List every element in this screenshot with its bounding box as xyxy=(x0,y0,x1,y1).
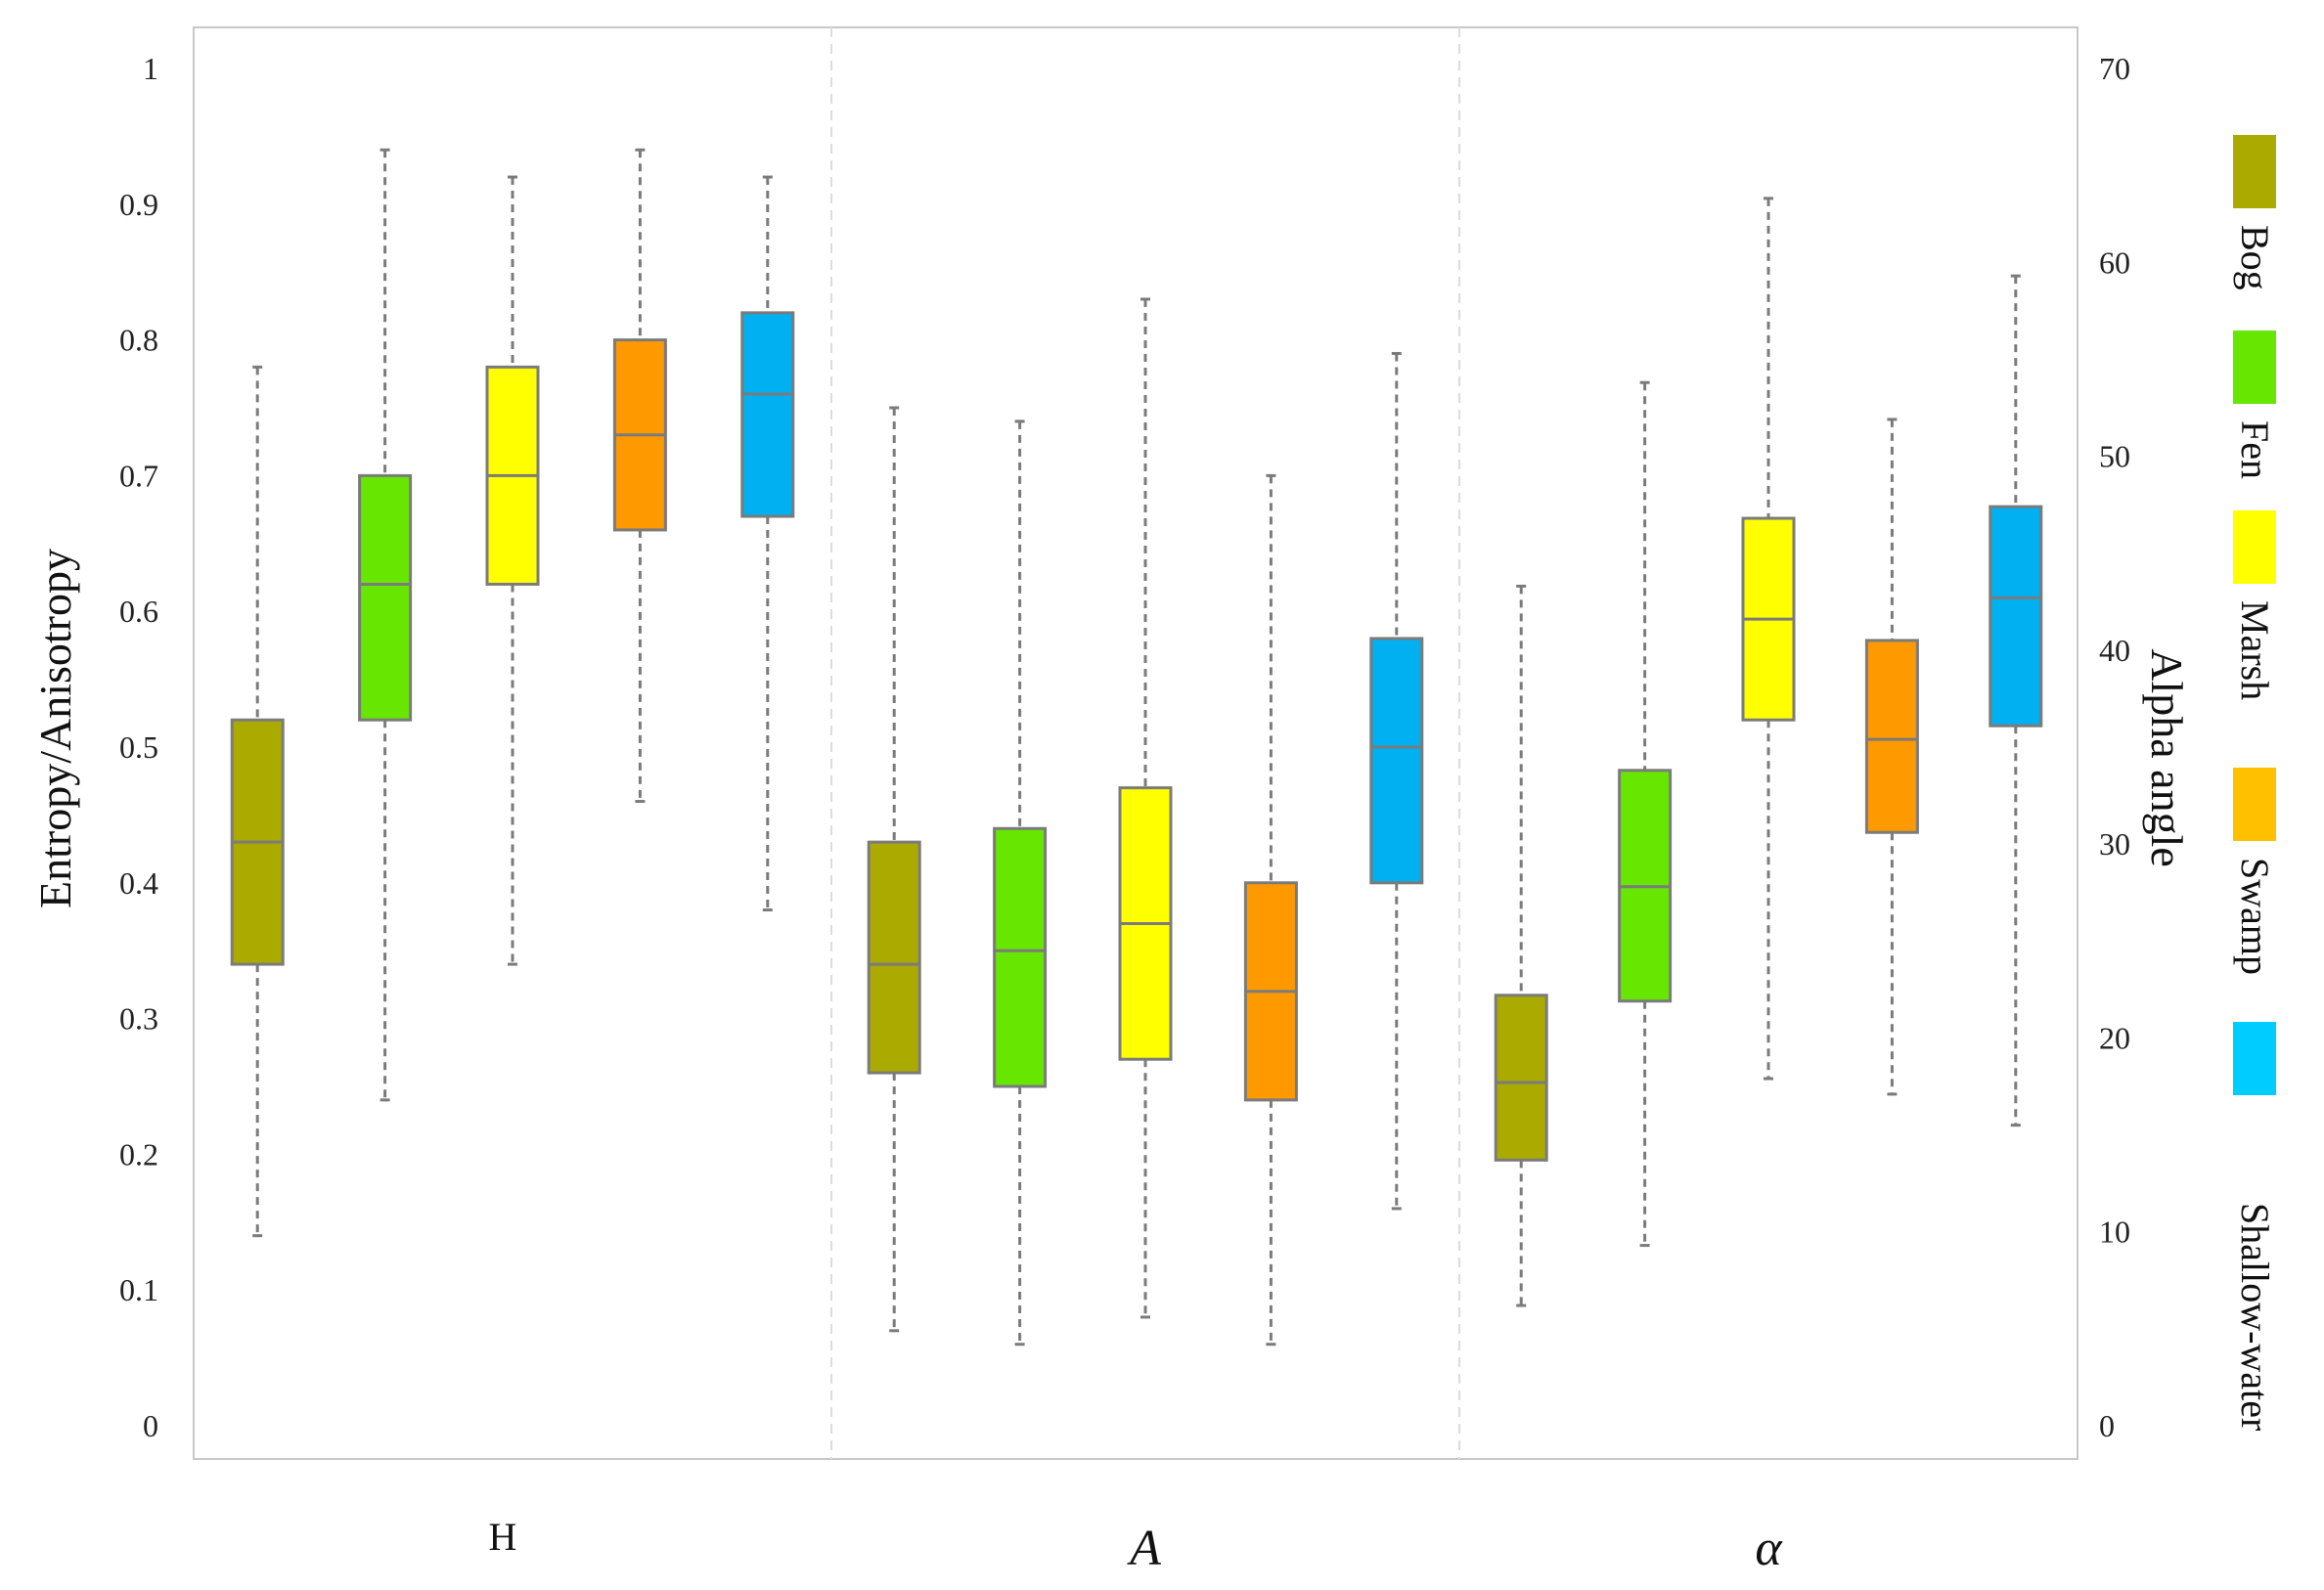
left-tick-label: 0.5 xyxy=(119,729,158,765)
box-iqr xyxy=(358,473,413,722)
box-bog xyxy=(1494,584,1548,1307)
right-tick-label: 60 xyxy=(2099,244,2130,280)
left-tick-label: 0.2 xyxy=(119,1136,158,1171)
legend-swatch xyxy=(2233,135,2276,208)
legend-swatch xyxy=(2233,331,2276,404)
box-shallow-water xyxy=(1989,274,2043,1127)
group-label: A xyxy=(1127,1521,1161,1576)
box-shallow-water xyxy=(740,175,795,912)
plot-area-border xyxy=(193,26,2078,1460)
left-tick-label: 0.6 xyxy=(119,594,158,629)
legend-label: Bog xyxy=(2233,225,2277,290)
right-tick-label: 30 xyxy=(2099,826,2130,861)
box-marsh xyxy=(485,175,540,966)
right-tick-label: 50 xyxy=(2099,439,2130,474)
left-tick-label: 0.7 xyxy=(119,458,158,493)
left-axis-title: Entropy/Anisotropy xyxy=(30,549,80,908)
box-marsh xyxy=(1118,297,1173,1319)
legend-item-marsh: Marsh xyxy=(2233,510,2277,700)
box-bog xyxy=(230,365,285,1238)
box-swamp xyxy=(1243,473,1298,1347)
legend-item-shallow-water: Shallow-water xyxy=(2233,1022,2277,1431)
box-group-1 xyxy=(230,148,795,1238)
right-tick-label: 40 xyxy=(2099,633,2130,668)
box-fen xyxy=(993,420,1048,1347)
left-tick-label: 0 xyxy=(143,1408,158,1443)
left-tick-label: 0.3 xyxy=(119,1001,158,1037)
box-iqr xyxy=(993,826,1048,1088)
box-bog xyxy=(867,406,921,1333)
legend: Bog Fen Marsh Swamp Shallow-water xyxy=(2233,135,2277,1431)
legend-label: Fen xyxy=(2233,420,2277,479)
right-tick-label: 0 xyxy=(2099,1408,2115,1443)
right-axis-title: Alpha angle xyxy=(2142,648,2192,867)
legend-label: Marsh xyxy=(2233,600,2277,700)
left-tick-label: 1 xyxy=(143,51,158,86)
box-iqr xyxy=(1494,994,1548,1162)
left-tick-label: 0.8 xyxy=(119,323,158,358)
box-swamp xyxy=(1864,418,1919,1096)
legend-swatch xyxy=(2233,768,2276,841)
legend-swatch xyxy=(2233,510,2276,584)
right-tick-label: 10 xyxy=(2099,1215,2130,1250)
box-fen xyxy=(358,148,413,1102)
box-iqr xyxy=(867,840,921,1075)
left-tick-label: 0.1 xyxy=(119,1272,158,1307)
box-iqr xyxy=(1864,639,1919,834)
box-shallow-water xyxy=(1369,351,1424,1211)
right-tick-label: 20 xyxy=(2099,1020,2130,1055)
box-iqr xyxy=(740,311,795,518)
box-group-3 xyxy=(1494,197,2043,1307)
box-group-2 xyxy=(867,297,1424,1347)
right-tick-label: 70 xyxy=(2099,51,2130,86)
box-marsh xyxy=(1741,197,1796,1081)
legend-item-swamp: Swamp xyxy=(2233,768,2277,975)
legend-label: Swamp xyxy=(2233,858,2277,975)
box-iqr xyxy=(1369,637,1424,885)
legend-item-bog: Bog xyxy=(2233,135,2277,290)
legend-swatch xyxy=(2233,1022,2276,1095)
box-swamp xyxy=(612,148,667,804)
group-label: α xyxy=(1755,1521,1783,1576)
legend-item-fen: Fen xyxy=(2233,331,2277,479)
box-fen xyxy=(1618,380,1673,1248)
left-tick-label: 0.4 xyxy=(119,865,158,901)
left-tick-label: 0.9 xyxy=(119,187,158,222)
box-iqr xyxy=(1989,505,2043,728)
group-label: H xyxy=(489,1515,517,1559)
legend-label: Shallow-water xyxy=(2233,1203,2277,1431)
